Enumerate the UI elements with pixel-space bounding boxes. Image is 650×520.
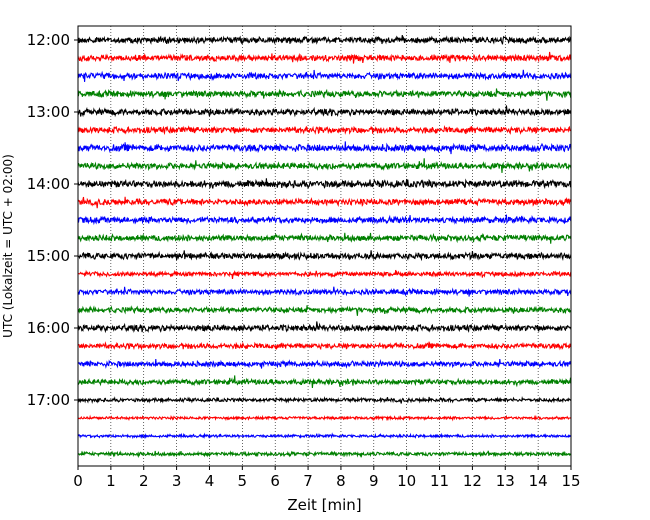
trace-line (77, 51, 572, 64)
x-tick-label: 9 (369, 472, 379, 490)
x-tick-label: 4 (205, 472, 215, 490)
x-tick-label: 5 (238, 472, 248, 490)
trace-line (77, 341, 572, 351)
x-tick-label: 2 (139, 472, 149, 490)
y-tick-label: 13:00 (27, 103, 70, 121)
x-tick-label: 11 (430, 472, 449, 490)
trace-line (77, 396, 572, 405)
trace-line (77, 105, 572, 118)
trace-line (77, 450, 572, 458)
x-tick-label: 3 (172, 472, 182, 490)
trace-line (77, 321, 572, 334)
trace-line (77, 158, 572, 173)
trace-line (77, 269, 572, 279)
grid-lines (110, 26, 539, 466)
trace-line (77, 141, 572, 155)
trace-line (77, 432, 572, 440)
y-tick-label: 15:00 (27, 247, 70, 265)
trace-line (77, 125, 572, 136)
y-axis-ticks: 12:00 13:00 14:00 15:00 16:00 17:00 (27, 31, 78, 409)
trace-line (77, 375, 572, 388)
plot-frame (77, 25, 572, 467)
trace-line (77, 35, 572, 45)
trace-line (77, 69, 572, 82)
trace-line (77, 232, 572, 244)
trace-line (77, 305, 572, 316)
trace-line (77, 178, 572, 190)
x-tick-label: 1 (106, 472, 116, 490)
x-tick-label: 12 (463, 472, 482, 490)
x-tick-label: 7 (303, 472, 313, 490)
trace-line (77, 414, 572, 422)
trace-line (77, 214, 572, 226)
trace-line (77, 358, 572, 369)
y-tick-label: 14:00 (27, 175, 70, 193)
y-tick-label: 17:00 (27, 391, 70, 409)
x-axis-label: Zeit [min] (287, 496, 361, 514)
x-tick-label: 6 (270, 472, 280, 490)
y-tick-label: 12:00 (27, 31, 70, 49)
x-tick-label: 13 (496, 472, 515, 490)
trace-line (77, 196, 572, 209)
x-axis-ticks: 0 1 2 3 4 5 6 7 8 9 10 11 12 13 14 15 (73, 466, 581, 490)
x-tick-label: 15 (561, 472, 580, 490)
trace-line (77, 286, 572, 297)
x-tick-label: 8 (336, 472, 346, 490)
trace-line (77, 88, 572, 101)
seismic-traces (77, 35, 572, 458)
x-tick-label: 14 (529, 472, 548, 490)
y-axis-label: UTC (Lokalzeit = UTC + 02:00) (1, 154, 15, 338)
x-tick-label: 10 (397, 472, 416, 490)
trace-line (77, 250, 572, 262)
x-tick-label: 0 (73, 472, 83, 490)
y-tick-label: 16:00 (27, 319, 70, 337)
